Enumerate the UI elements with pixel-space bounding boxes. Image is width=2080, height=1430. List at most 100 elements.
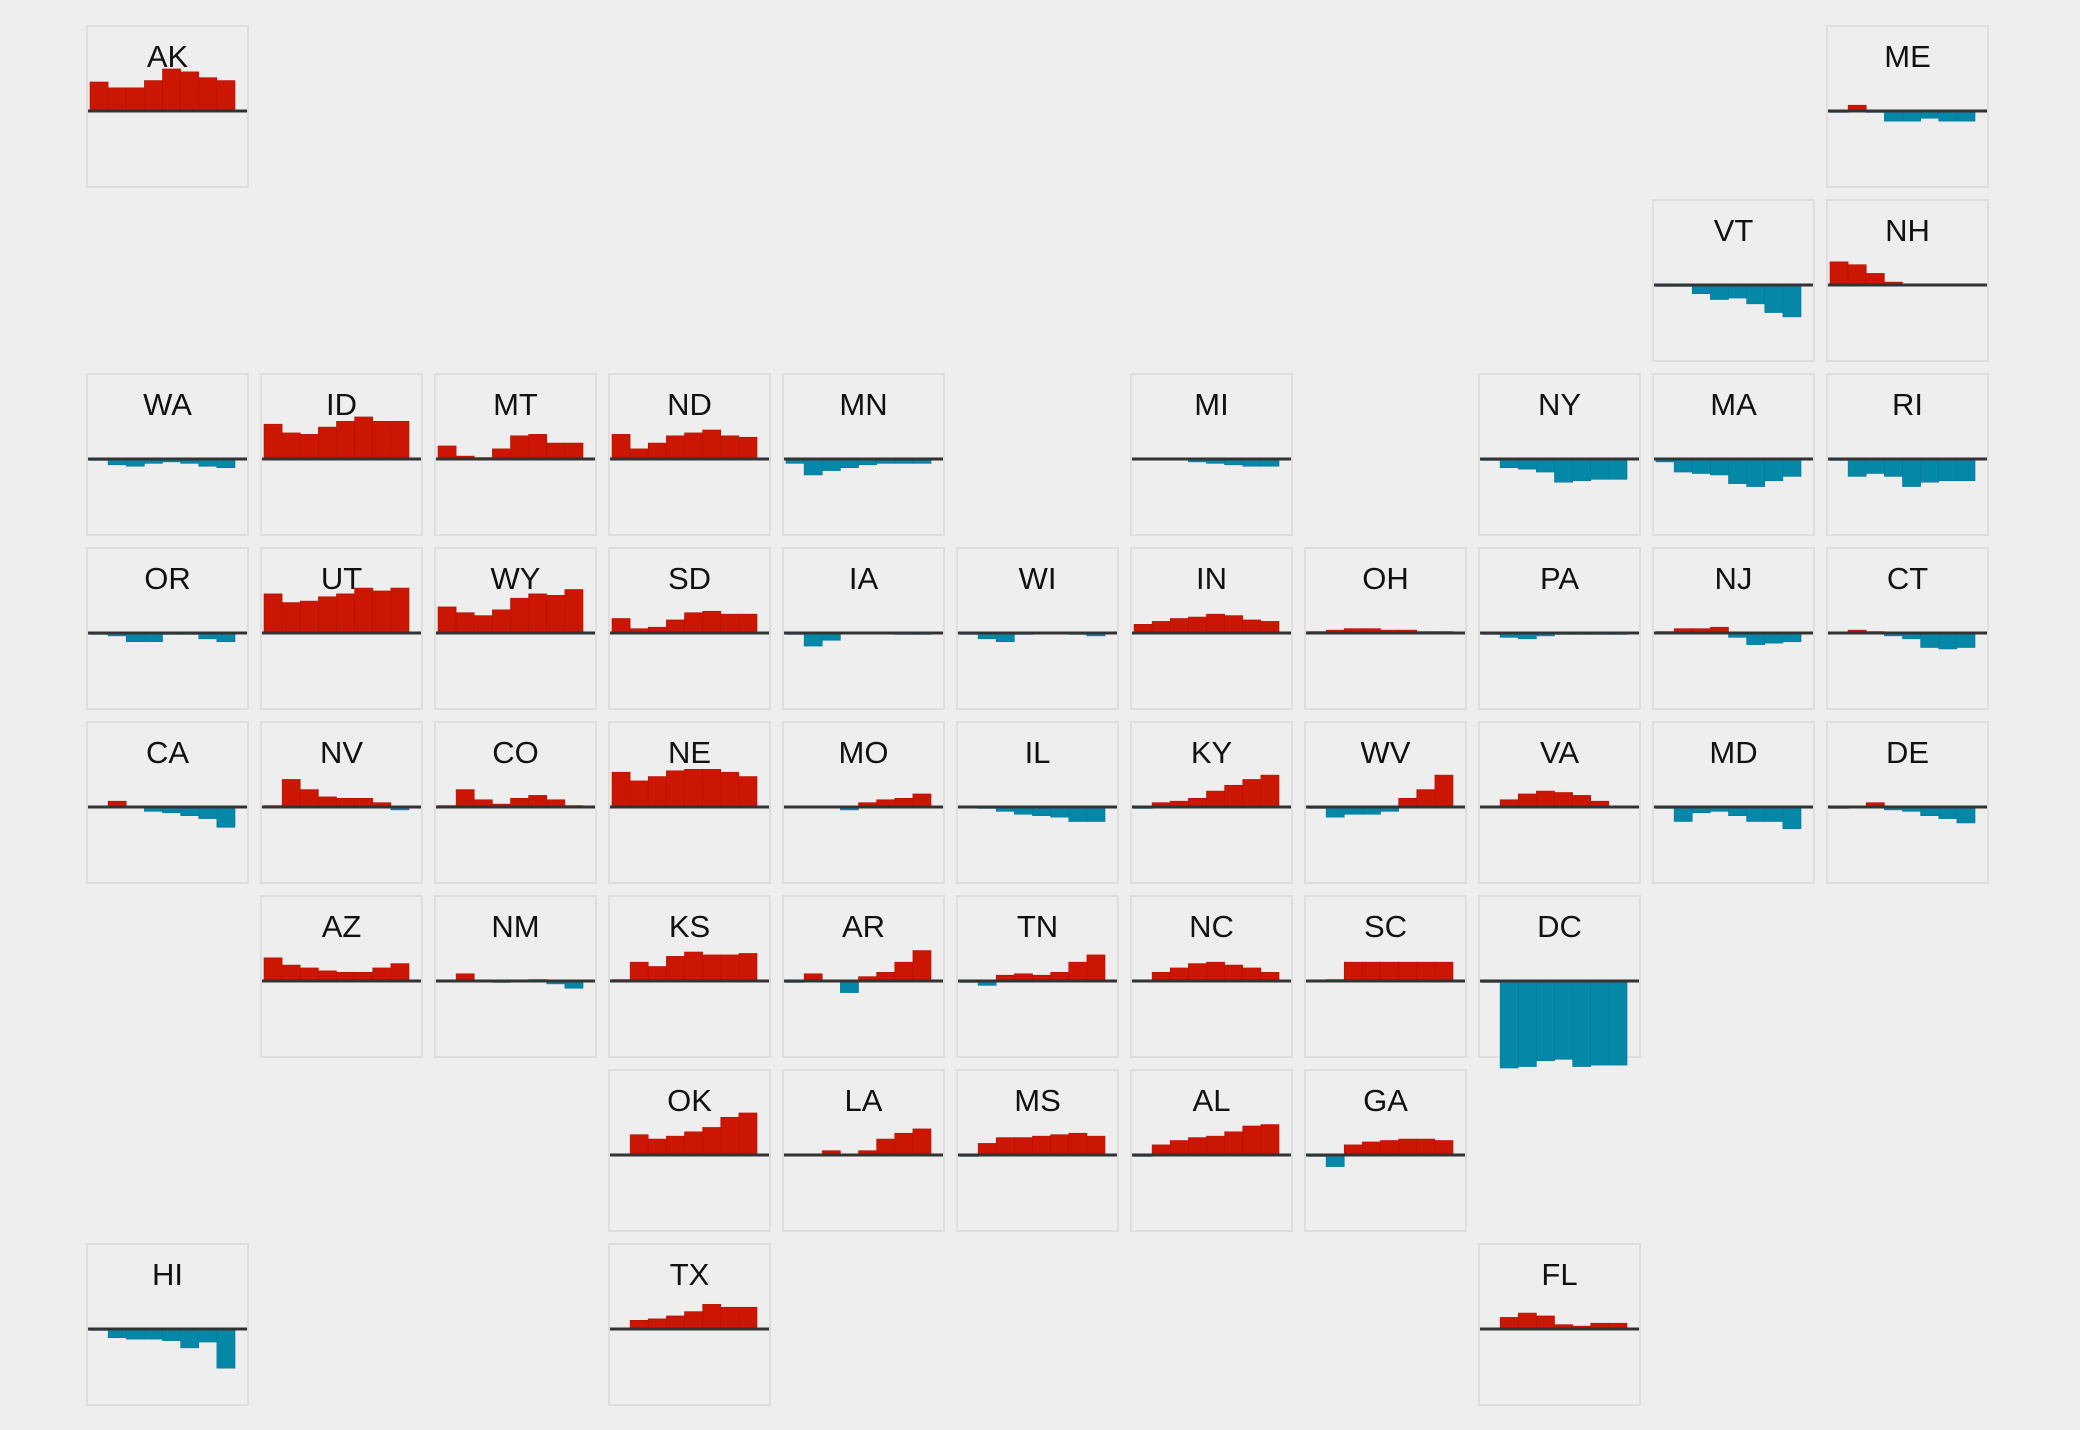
- bar: [1920, 458, 1940, 483]
- bar: [281, 779, 301, 808]
- bar: [492, 448, 511, 460]
- state-tile-mn: MN: [782, 373, 945, 536]
- bar: [1746, 458, 1766, 487]
- bar: [647, 1138, 667, 1156]
- bar: [720, 435, 740, 460]
- bar: [1746, 632, 1766, 645]
- state-bar-chart: [610, 1304, 769, 1331]
- state-bar-chart: [610, 1112, 769, 1157]
- state-bar-chart: [1480, 790, 1639, 809]
- state-tile-ma: MA: [1652, 373, 1815, 536]
- bar: [390, 420, 410, 460]
- bar: [629, 448, 649, 460]
- state-bar-chart: [1480, 457, 1639, 483]
- state-tile-nm: NM: [434, 895, 597, 1058]
- state-tile-nv: NV: [260, 721, 423, 884]
- bar: [1691, 458, 1711, 474]
- state-tile-mo: MO: [782, 721, 945, 884]
- state-bar-chart: [1828, 261, 1987, 287]
- state-bar-chart: [262, 587, 421, 635]
- state-bar-chart: [1828, 104, 1987, 122]
- bar: [684, 432, 703, 460]
- state-tile-ok: OK: [608, 1069, 771, 1232]
- state-tile-va: VA: [1478, 721, 1641, 884]
- bar: [372, 420, 392, 460]
- bar: [1151, 1144, 1171, 1156]
- state-bar-chart: [610, 768, 769, 809]
- bar: [564, 589, 584, 634]
- bar: [281, 964, 301, 982]
- bar: [647, 1318, 667, 1330]
- state-tile-az: AZ: [260, 895, 423, 1058]
- state-tile-sd: SD: [608, 547, 771, 710]
- state-tile-ne: NE: [608, 721, 771, 884]
- state-bar-chart: [1306, 961, 1465, 983]
- bar: [629, 780, 649, 808]
- state-tile-nc: NC: [1130, 895, 1293, 1058]
- bar: [1536, 458, 1555, 473]
- bar: [125, 87, 145, 112]
- bar: [702, 610, 722, 634]
- bar: [510, 597, 529, 634]
- bar: [437, 445, 457, 460]
- bar: [1956, 458, 1976, 482]
- bar: [1224, 784, 1244, 808]
- bar: [1050, 806, 1070, 818]
- state-tile-co: CO: [434, 721, 597, 884]
- bar: [1938, 458, 1958, 482]
- bar: [1782, 458, 1802, 477]
- bar: [1188, 1137, 1207, 1156]
- bar: [738, 953, 758, 982]
- bar: [611, 618, 631, 634]
- state-tile-md: MD: [1652, 721, 1815, 884]
- state-tile-id: ID: [260, 373, 423, 536]
- state-tile-ct: CT: [1826, 547, 1989, 710]
- bar: [1572, 980, 1592, 1067]
- bar: [318, 796, 337, 808]
- bar: [546, 442, 566, 460]
- bar: [912, 793, 932, 808]
- bar: [546, 594, 566, 634]
- state-tile-ny: NY: [1478, 373, 1641, 536]
- bar: [1206, 790, 1225, 808]
- bar: [684, 768, 703, 808]
- state-tile-wi: WI: [956, 547, 1119, 710]
- bar: [1938, 806, 1958, 819]
- bar: [1343, 1144, 1363, 1156]
- bar: [318, 596, 337, 634]
- bar: [720, 1116, 740, 1156]
- state-bar-chart: [784, 793, 943, 811]
- bar: [720, 613, 740, 634]
- bar: [720, 1306, 740, 1330]
- state-bar-chart: [88, 631, 247, 642]
- bar: [1956, 632, 1976, 648]
- bar: [492, 609, 511, 634]
- bar: [1554, 458, 1573, 483]
- bar: [1434, 1140, 1454, 1156]
- bar: [684, 1131, 703, 1156]
- bar: [216, 1328, 236, 1369]
- state-tile-pa: PA: [1478, 547, 1641, 710]
- bar: [1086, 954, 1106, 982]
- state-bar-chart: [88, 68, 247, 113]
- state-tile-wa: WA: [86, 373, 249, 536]
- bar: [455, 612, 475, 634]
- state-tile-mi: MI: [1130, 373, 1293, 536]
- bar: [336, 420, 355, 460]
- bar: [1938, 110, 1958, 122]
- state-bar-chart: [88, 800, 247, 828]
- state-bar-chart: [610, 429, 769, 461]
- bar: [1206, 613, 1225, 634]
- bar: [1517, 793, 1537, 808]
- bar: [1938, 632, 1958, 650]
- bar: [629, 961, 649, 982]
- state-tile-or: OR: [86, 547, 249, 710]
- state-tile-al: AL: [1130, 1069, 1293, 1232]
- state-bar-chart: [784, 631, 943, 647]
- bar: [840, 980, 859, 993]
- bar: [455, 789, 475, 808]
- bar: [1260, 774, 1280, 808]
- bar: [1764, 284, 1784, 313]
- state-bar-chart: [958, 954, 1117, 986]
- bar: [1398, 1138, 1418, 1156]
